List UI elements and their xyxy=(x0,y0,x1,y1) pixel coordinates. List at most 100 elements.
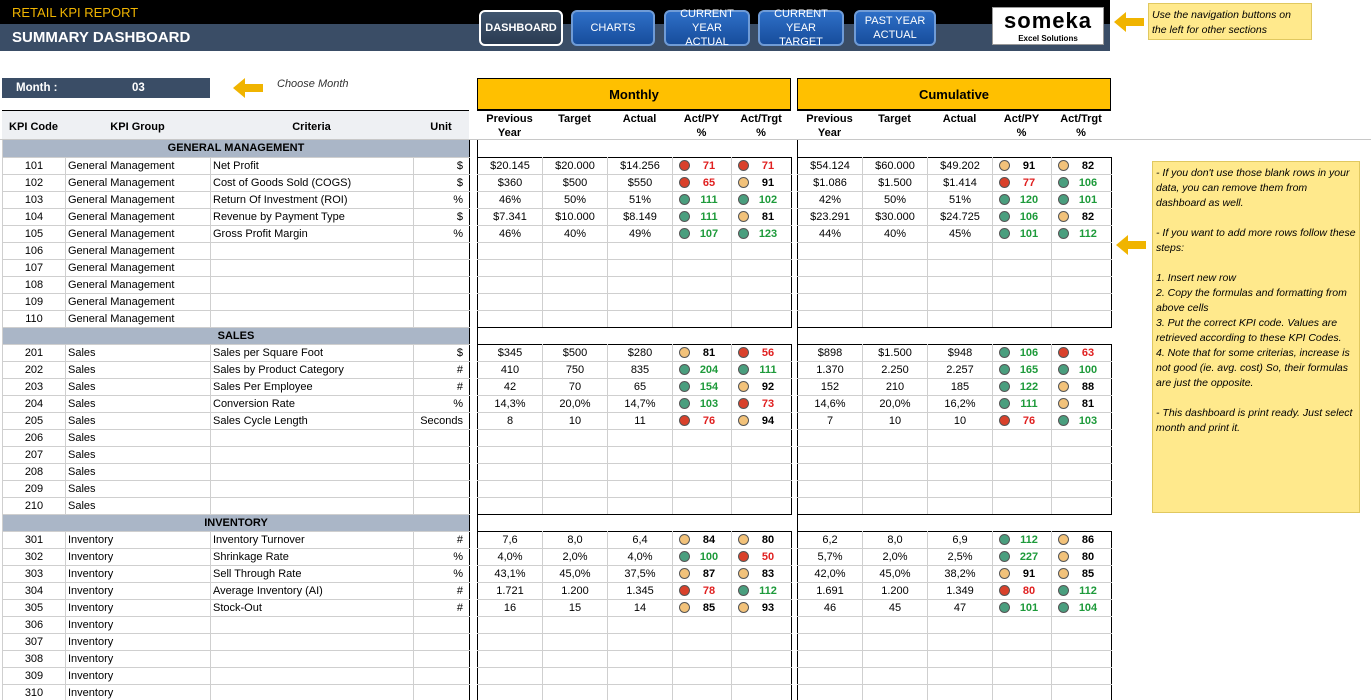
kpi-row[interactable]: 208 Sales xyxy=(2,463,471,481)
kpi-row[interactable]: 202 Sales Sales by Product Category # xyxy=(2,361,471,379)
indicator-cell: 120 xyxy=(992,191,1052,209)
kpi-row[interactable]: 107 General Management xyxy=(2,259,471,277)
kpi-row[interactable]: 101 General Management Net Profit $ xyxy=(2,157,471,175)
status-dot-icon xyxy=(679,346,690,358)
table-row: 44% 40% 45% 101 112 xyxy=(797,225,1113,243)
indicator-cell xyxy=(672,684,732,700)
col-header: Act/Trgt % xyxy=(1060,113,1102,139)
kpi-row[interactable]: 203 Sales Sales Per Employee # xyxy=(2,378,471,396)
kpi-row[interactable]: 304 Inventory Average Inventory (AI) # xyxy=(2,582,471,600)
percent-value: 80 xyxy=(1022,584,1036,597)
value-cell: 42% xyxy=(797,191,863,209)
percent-value: 103 xyxy=(699,397,719,410)
value-cell: 210 xyxy=(862,378,928,396)
someka-logo[interactable]: someka Excel Solutions xyxy=(992,7,1104,45)
value-cell: 7,6 xyxy=(477,530,543,549)
kpi-row[interactable]: 205 Sales Sales Cycle Length Seconds xyxy=(2,412,471,430)
kpi-row[interactable]: 310 Inventory xyxy=(2,684,471,700)
kpi-unit xyxy=(413,310,471,328)
indicator-cell: 71 xyxy=(672,156,732,175)
kpi-row[interactable]: 308 Inventory xyxy=(2,650,471,668)
month-value[interactable]: 03 xyxy=(132,82,145,94)
kpi-row[interactable]: 301 Inventory Inventory Turnover # xyxy=(2,531,471,549)
kpi-row[interactable]: 307 Inventory xyxy=(2,633,471,651)
kpi-group: General Management xyxy=(65,225,211,243)
kpi-unit: $ xyxy=(413,208,471,226)
value-cell xyxy=(607,310,673,328)
percent-value: 106 xyxy=(1019,210,1039,223)
kpi-group: Sales xyxy=(65,395,211,413)
status-dot-icon xyxy=(679,227,690,239)
kpi-row[interactable]: 108 General Management xyxy=(2,276,471,294)
indicator-cell xyxy=(1051,684,1113,700)
indicator-cell: 227 xyxy=(992,548,1052,566)
kpi-row[interactable]: 302 Inventory Shrinkage Rate% xyxy=(2,548,471,566)
nav-current-year-actual-button[interactable]: CURRENT YEAR ACTUAL xyxy=(664,8,750,48)
table-row: 14,3% 20,0% 14,7% 103 73 xyxy=(477,395,793,413)
value-cell xyxy=(797,497,863,515)
kpi-row[interactable]: 109 General Management xyxy=(2,293,471,311)
status-dot-icon xyxy=(999,601,1010,613)
col-kpi-code: KPI Code xyxy=(9,121,58,133)
kpi-row[interactable]: 210 Sales xyxy=(2,497,471,515)
kpi-row[interactable]: 104 General Management Revenue by Payment … xyxy=(2,208,471,226)
table-row: $20.145 $20.000 $14.256 71 71 xyxy=(477,156,793,175)
kpi-row[interactable]: 201 Sales Sales per Square Foot $ xyxy=(2,344,471,362)
kpi-row[interactable]: 105 General Management Gross Profit Margin… xyxy=(2,225,471,243)
percent-value: 81 xyxy=(1081,397,1095,410)
value-cell xyxy=(542,429,608,447)
kpi-row[interactable]: 102 General Management Cost of Goods Sold … xyxy=(2,174,471,192)
kpi-row[interactable]: 306 Inventory xyxy=(2,616,471,634)
percent-value: 76 xyxy=(1022,414,1036,427)
kpi-row[interactable]: 305 Inventory Stock-Out # xyxy=(2,599,471,617)
table-row xyxy=(797,497,1113,515)
value-cell xyxy=(927,242,993,260)
kpi-group: Inventory xyxy=(65,616,211,634)
kpi-row[interactable]: 206 Sales xyxy=(2,429,471,447)
indicator-cell: 104 xyxy=(1051,599,1113,617)
percent-value: 87 xyxy=(702,567,716,580)
kpi-row[interactable]: 309 Inventory xyxy=(2,667,471,685)
kpi-code: 208 xyxy=(2,463,66,481)
indicator-cell xyxy=(1051,259,1113,277)
value-cell xyxy=(542,480,608,498)
nav-dashboard-button[interactable]: DASHBOARD xyxy=(479,10,563,46)
col-header: Actual xyxy=(622,113,657,125)
indicator-cell xyxy=(992,310,1052,328)
gap-cell xyxy=(476,514,792,531)
value-cell xyxy=(797,310,863,328)
kpi-row[interactable]: 303 Inventory Sell Through Rate% xyxy=(2,565,471,583)
kpi-row[interactable]: 207 Sales xyxy=(2,446,471,464)
value-cell: 46 xyxy=(797,599,863,617)
month-selector[interactable]: Month : 03 xyxy=(2,78,210,98)
nav-current-year-target-button[interactable]: CURRENT YEAR TARGET xyxy=(758,8,844,48)
col-header: Previous Year xyxy=(806,113,853,139)
section-gap-row xyxy=(796,514,1112,531)
value-cell: 14,6% xyxy=(797,395,863,413)
kpi-row[interactable]: 204 Sales Conversion Rate% xyxy=(2,395,471,413)
value-cell xyxy=(927,633,993,651)
nav-past-year-actual-button[interactable]: PAST YEAR ACTUAL xyxy=(854,10,936,46)
value-cell xyxy=(927,684,993,700)
kpi-row[interactable]: 103 General Management Return Of Investmen… xyxy=(2,191,471,209)
col-header: Actual xyxy=(942,113,977,125)
nav-help-note: Use the navigation buttons on the left f… xyxy=(1148,3,1312,40)
kpi-unit: # xyxy=(413,378,471,396)
status-dot-icon xyxy=(738,584,749,596)
value-cell: 49% xyxy=(607,225,673,243)
indicator-cell xyxy=(672,633,732,651)
nav-charts-button[interactable]: CHARTS xyxy=(571,10,655,46)
kpi-row[interactable]: 209 Sales xyxy=(2,480,471,498)
kpi-criteria xyxy=(210,616,414,634)
value-cell xyxy=(862,259,928,277)
indicator-cell: 76 xyxy=(992,412,1052,430)
indicator-cell: 85 xyxy=(1051,565,1113,583)
kpi-row[interactable]: 106 General Management xyxy=(2,242,471,260)
table-row: 42% 50% 51% 120 101 xyxy=(797,191,1113,209)
kpi-row[interactable]: 110 General Management xyxy=(2,310,471,328)
table-row: 42 70 65 154 92 xyxy=(477,378,793,396)
indicator-cell: 77 xyxy=(992,174,1052,192)
indicator-cell xyxy=(1051,429,1113,447)
value-cell xyxy=(477,497,543,515)
table-row xyxy=(797,667,1113,685)
